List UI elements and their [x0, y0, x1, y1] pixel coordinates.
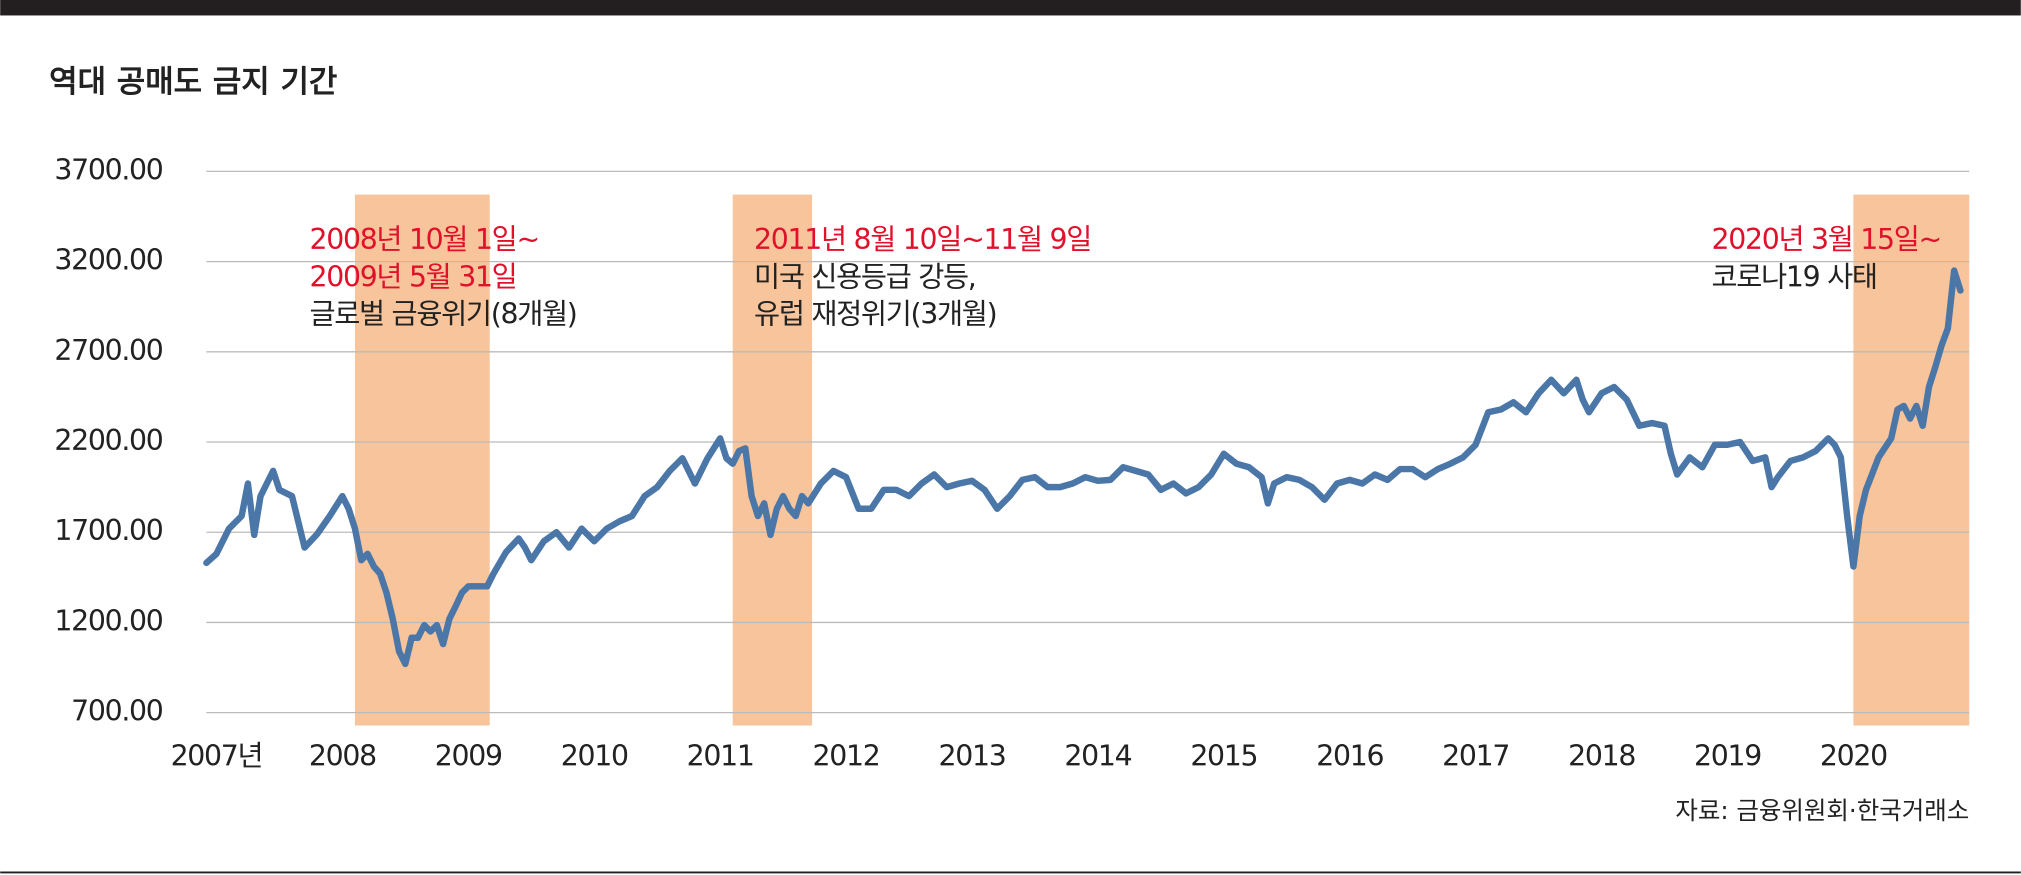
- x-tick-label: 2007년: [171, 740, 263, 773]
- annotation-note: 코로나19 사태: [1712, 260, 1877, 293]
- x-tick-label: 2013: [938, 740, 1005, 773]
- annotation-note: 유럽 재정위기(3개월): [754, 298, 996, 331]
- annotation-note: 미국 신용등급 강등,: [754, 260, 975, 293]
- x-tick-label: 2010: [561, 740, 628, 773]
- highlight-band: [354, 194, 490, 726]
- x-tick-label: 2012: [813, 740, 880, 773]
- annotation-date: 2020년 3월 15일~: [1712, 223, 1941, 256]
- x-tick-label: 2011: [687, 740, 754, 773]
- y-tick-label: 2700.00: [54, 334, 162, 367]
- y-tick-label: 3200.00: [54, 244, 162, 277]
- x-tick-label: 2009: [435, 740, 502, 773]
- annotation-date: 2011년 8월 10일~11월 9일: [754, 223, 1091, 256]
- x-tick-label: 2018: [1568, 740, 1635, 773]
- x-tick-label: 2014: [1064, 740, 1131, 773]
- y-tick-label: 2200.00: [54, 424, 162, 457]
- y-tick-label: 3700.00: [54, 153, 162, 186]
- x-tick-label: 2016: [1316, 740, 1383, 773]
- x-tick-label: 2015: [1190, 740, 1257, 773]
- y-tick-label: 1200.00: [54, 604, 162, 637]
- annotation-date: 2008년 10월 1일~: [309, 223, 538, 256]
- chart-title: 역대 공매도 금지 기간: [49, 64, 337, 100]
- y-tick-label: 700.00: [71, 695, 163, 728]
- annotation-note: 글로벌 금융위기(8개월): [309, 298, 576, 331]
- y-tick-label: 1700.00: [54, 514, 162, 547]
- annotation-date: 2009년 5월 31일: [309, 260, 516, 293]
- source: 자료: 금융위원회·한국거래소: [1675, 796, 1969, 825]
- data-line: [203, 267, 1964, 668]
- x-tick-label: 2017: [1442, 740, 1509, 773]
- x-tick-label: 2020: [1820, 740, 1887, 773]
- top-bar: [0, 0, 2021, 16]
- x-tick-label: 2008: [309, 740, 376, 773]
- x-tick-label: 2019: [1694, 740, 1761, 773]
